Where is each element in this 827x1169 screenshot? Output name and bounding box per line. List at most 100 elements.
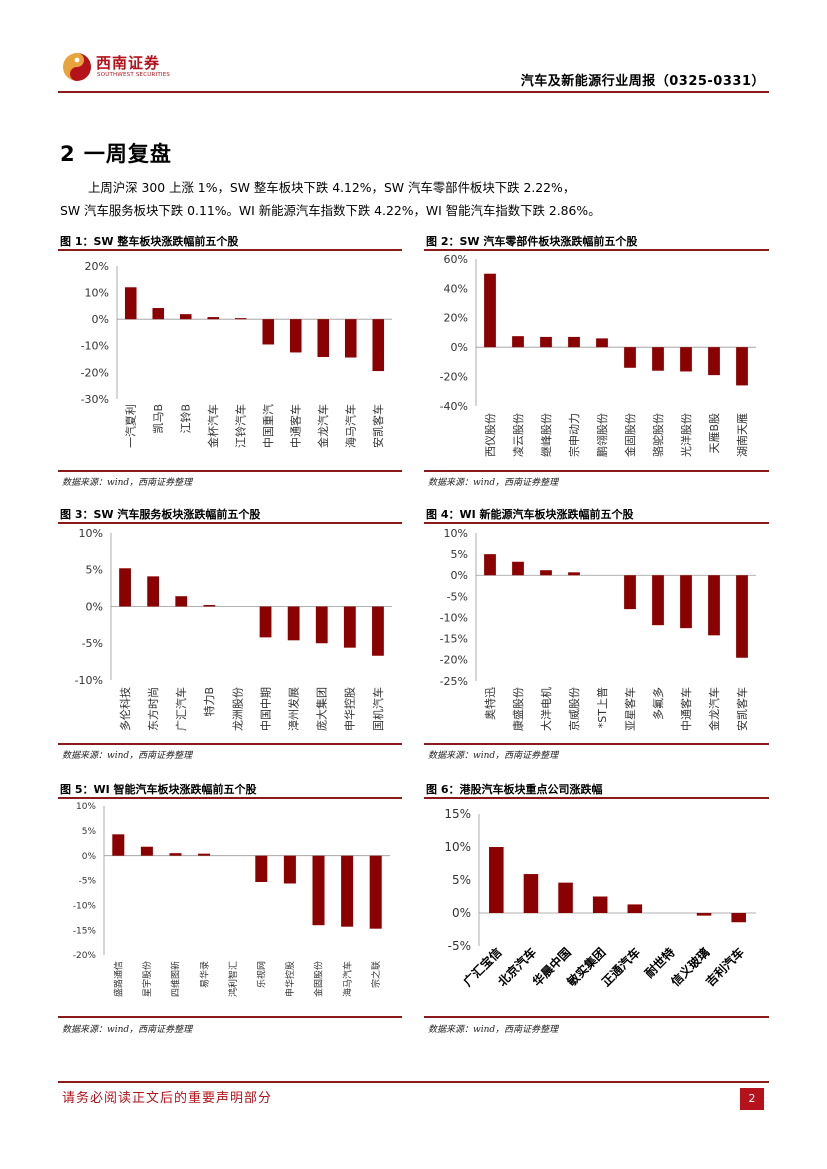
bar (596, 338, 608, 348)
bar (568, 572, 580, 576)
y-tick-label: 0% (451, 569, 468, 582)
bar (523, 874, 539, 913)
x-category-label: *ST上普 (595, 687, 609, 728)
bar (369, 855, 382, 929)
x-category-label: 多氟多 (651, 687, 665, 720)
y-tick-label: 10% (444, 527, 468, 540)
y-tick-label: -40% (440, 400, 468, 413)
x-category-label: 大洋电机 (539, 687, 553, 731)
x-category-label: 宗之联 (370, 961, 382, 988)
figure-5-top-rule (58, 797, 402, 799)
header-divider (58, 91, 769, 93)
y-tick-label: 0% (82, 852, 97, 862)
x-category-label: 吉利汽车 (702, 945, 747, 990)
figure-6-top-rule (424, 797, 769, 799)
x-category-label: 金杯汽车 (206, 404, 220, 448)
x-category-label: 国机汽车 (371, 687, 385, 731)
y-tick-label: -15% (73, 926, 97, 936)
figure-5-bottom-rule (58, 1016, 402, 1018)
figure-1-bottom-rule (58, 470, 402, 472)
footer-divider (58, 1081, 769, 1083)
y-tick-label: -20% (73, 951, 97, 961)
x-category-label: 中国重汽 (261, 404, 275, 448)
section-title: 2 一周复盘 (60, 142, 172, 166)
x-category-label: 易华录 (198, 961, 210, 988)
bar (112, 834, 125, 856)
figure-6-title: 图 6：港股汽车板块重点公司涨跌幅 (426, 783, 603, 796)
y-tick-label: -20% (440, 654, 468, 667)
figure-3-source: 数据来源：wind，西南证券整理 (62, 751, 193, 761)
bar (731, 913, 746, 923)
x-category-label: 一汽夏利 (124, 404, 138, 448)
x-category-label: 漳州发展 (287, 687, 301, 731)
x-category-label: 广汇汽车 (174, 687, 188, 731)
bar (736, 575, 748, 658)
y-tick-label: 10% (79, 527, 103, 540)
logo-emblem-icon (63, 53, 91, 81)
bar (627, 904, 643, 913)
x-category-label: 龙洲股份 (231, 687, 244, 731)
x-category-label: 庞大集团 (315, 687, 329, 731)
bar (344, 319, 357, 358)
y-tick-label: 0% (86, 600, 103, 613)
report-title: 汽车及新能源行业周报（0325-0331） (520, 74, 765, 89)
y-tick-label: -5% (447, 590, 468, 603)
figure-3-bottom-rule (58, 743, 402, 745)
x-category-label: 特力B (202, 687, 216, 717)
bar (652, 347, 664, 371)
x-category-label: 宗申动力 (567, 413, 581, 457)
x-category-label: 申华控股 (343, 687, 357, 731)
bar (512, 336, 524, 348)
x-category-label: 金固股份 (313, 961, 325, 997)
y-tick-label: 0% (92, 313, 109, 326)
page-number: 2 (740, 1088, 764, 1110)
bar (179, 314, 192, 320)
bar (484, 273, 496, 348)
y-tick-label: 10% (85, 286, 109, 299)
x-category-label: 京威股份 (567, 687, 581, 731)
x-category-label: 凯马B (152, 404, 165, 434)
x-category-label: 中通客车 (289, 404, 303, 448)
figure-5-title: 图 5：WI 智能汽车板块涨跌幅前五个股 (60, 783, 257, 796)
bar (283, 855, 296, 884)
x-category-label: 金固股份 (623, 413, 637, 457)
y-tick-label: -10% (73, 901, 97, 911)
logo-subtitle: SOUTHWEST SECURITIES (97, 72, 171, 78)
bar (234, 318, 247, 320)
figure-3-top-rule (58, 522, 402, 524)
x-category-label: 正通汽车 (598, 945, 643, 990)
bar (312, 855, 325, 926)
figure-3-title: 图 3：SW 汽车服务板块涨跌幅前五个股 (60, 508, 261, 521)
figure-4-bottom-rule (424, 743, 769, 745)
x-category-label: 光洋股份 (679, 413, 693, 457)
y-tick-label: 60% (444, 253, 468, 266)
figure-2-title: 图 2：SW 汽车零部件板块涨跌幅前五个股 (426, 235, 638, 248)
bar (680, 575, 692, 629)
bar (124, 287, 137, 320)
x-category-label: 奥特迅 (483, 687, 497, 720)
bar (255, 855, 268, 882)
bar (317, 319, 330, 357)
figure-1-title: 图 1：SW 整车板块涨跌幅前五个股 (60, 235, 239, 248)
y-tick-label: 5% (86, 564, 103, 577)
figure-4-top-rule (424, 522, 769, 524)
y-tick-label: 0% (451, 341, 468, 354)
x-category-label: 安凯客车 (371, 404, 385, 448)
x-category-label: 金龙汽车 (707, 687, 721, 731)
bar (708, 575, 720, 636)
y-tick-label: -5% (78, 877, 96, 887)
bar (696, 913, 712, 916)
x-category-label: 中通客车 (679, 687, 693, 731)
y-tick-label: -5% (448, 939, 471, 953)
y-tick-label: 5% (451, 548, 468, 561)
bar (489, 847, 504, 913)
y-tick-label: 5% (452, 873, 471, 887)
bar (558, 882, 573, 913)
figure-6-source: 数据来源：wind，西南证券整理 (428, 1025, 559, 1035)
